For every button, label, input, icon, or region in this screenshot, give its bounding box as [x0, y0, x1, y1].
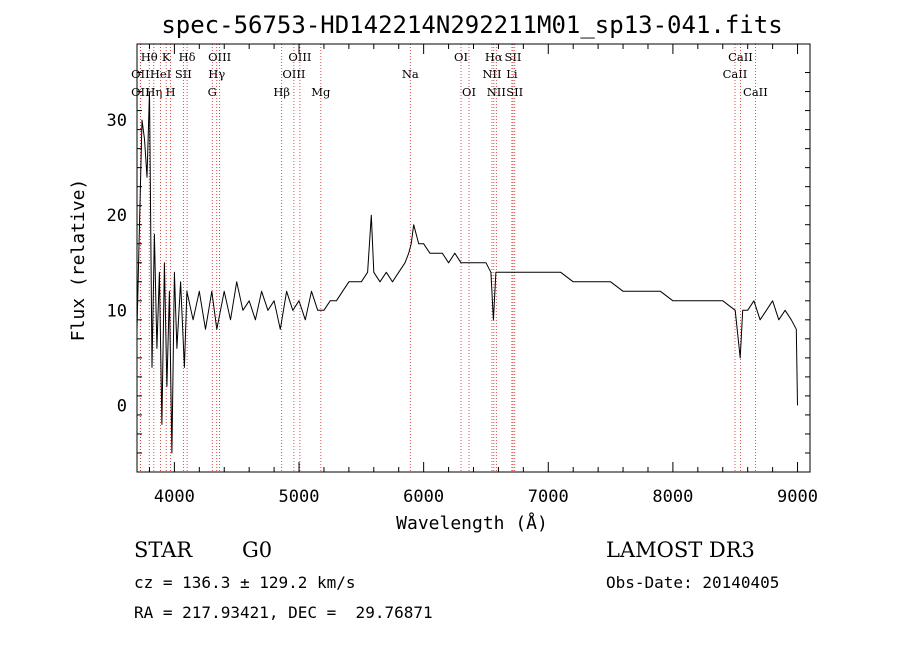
line-marker-label: Hβ — [273, 85, 290, 99]
observation-date: Obs-Date: 20140405 — [606, 573, 780, 592]
line-marker-label: NII — [487, 85, 506, 99]
y-tick-label: 30 — [107, 111, 127, 131]
spectrum-series — [136, 91, 798, 454]
x-tick-label: 9000 — [777, 487, 818, 507]
line-marker-label: K — [162, 50, 171, 64]
chart-title: spec-56753-HD142214N292211M01_sp13-041.f… — [161, 11, 782, 39]
x-tick-label: 4000 — [154, 487, 195, 507]
object-subclass: G0 — [242, 538, 273, 562]
object-class: STAR — [134, 538, 193, 562]
line-marker-label: Hη — [145, 85, 162, 99]
survey-name: LAMOST DR3 — [606, 538, 755, 562]
x-tick-label: 7000 — [528, 487, 569, 507]
plot-frame — [136, 43, 811, 473]
line-marker-label: OI — [454, 50, 468, 64]
line-marker-label: G — [208, 85, 217, 99]
line-marker-label: H — [166, 85, 176, 99]
y-axis-label: Flux (relative) — [68, 179, 89, 342]
x-axis-label: Wavelength (Å) — [396, 512, 548, 534]
line-marker-label: CaII — [728, 50, 753, 64]
line-marker-label: OIII — [282, 67, 305, 81]
line-marker-label: Na — [402, 67, 419, 81]
ra-dec: RA = 217.93421, DEC = 29.76871 — [134, 603, 433, 622]
line-marker-label: SII — [505, 50, 522, 64]
line-marker-label: SII — [506, 85, 523, 99]
line-marker-label: Li — [506, 67, 518, 81]
line-marker-label: Hδ — [179, 50, 196, 64]
y-tick-label: 20 — [107, 206, 127, 226]
spectrum-line-0 — [136, 91, 798, 454]
redshift-cz: cz = 136.3 ± 129.2 km/s — [134, 573, 356, 592]
y-tick-label: 0 — [117, 396, 127, 416]
line-marker-label: Hγ — [208, 67, 225, 81]
x-axis: 4000 5000 6000 7000 8000 9000 — [148, 44, 818, 507]
x-tick-label: 5000 — [279, 487, 320, 507]
line-marker-label: OI — [462, 85, 476, 99]
y-axis: 0 10 20 30 — [107, 72, 810, 454]
line-marker-label: Hα — [485, 50, 503, 64]
line-marker-label: HeI — [150, 67, 171, 81]
line-marker-label: OIII — [288, 50, 311, 64]
x-tick-label: 6000 — [403, 487, 444, 507]
line-marker-label: Mg — [311, 85, 331, 99]
line-marker-label: NII — [482, 67, 501, 81]
line-marker-label: CaII — [743, 85, 768, 99]
line-marker-label: OIII — [208, 50, 231, 64]
x-tick-label: 8000 — [652, 487, 693, 507]
line-markers: OIIHθOIIHηHeIKHSIIHδGHγOIIIHβOIIIOIIIMgN… — [131, 44, 768, 472]
line-marker-label: Hθ — [141, 50, 158, 64]
line-marker-label: CaII — [723, 67, 748, 81]
y-tick-label: 10 — [107, 301, 127, 321]
line-marker-label: SII — [175, 67, 192, 81]
